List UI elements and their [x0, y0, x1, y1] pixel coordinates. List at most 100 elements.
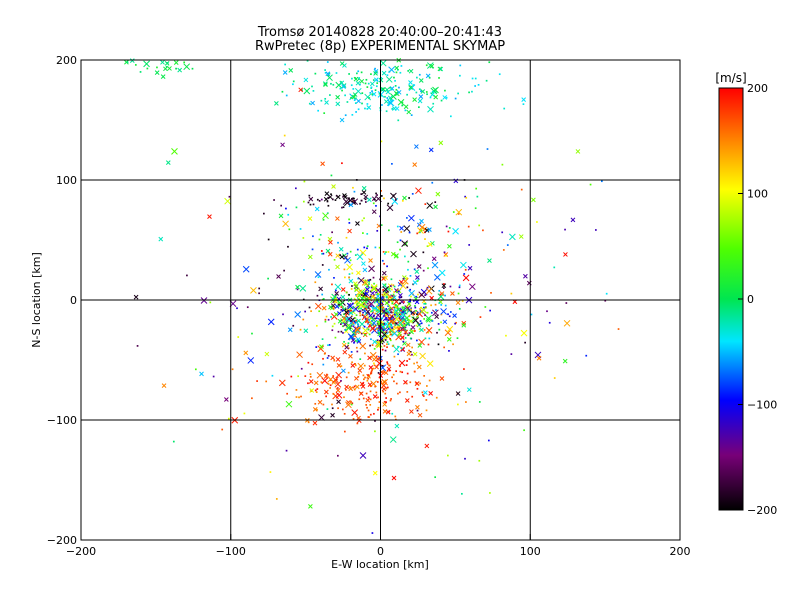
- scatter-point: [389, 99, 392, 102]
- scatter-point: [425, 64, 428, 67]
- scatter-point: [364, 198, 367, 201]
- scatter-point: [394, 415, 397, 418]
- scatter-point: [287, 327, 293, 333]
- scatter-point: [363, 334, 366, 336]
- scatter-point: [357, 78, 360, 81]
- scatter-point: [313, 380, 319, 386]
- scatter-point: [351, 272, 354, 275]
- scatter-point: [341, 206, 343, 209]
- scatter-point: [449, 115, 452, 118]
- scatter-point: [395, 382, 398, 385]
- scatter-point: [332, 297, 334, 300]
- scatter-point: [358, 288, 366, 296]
- scatter-point: [404, 332, 407, 335]
- scatter-point: [303, 269, 305, 271]
- scatter-point: [385, 312, 388, 315]
- scatter-point: [380, 327, 382, 330]
- scatter-point: [315, 346, 318, 348]
- scatter-point: [271, 374, 274, 377]
- scatter-point: [329, 379, 332, 382]
- scatter-point: [332, 393, 335, 395]
- scatter-point: [250, 287, 257, 294]
- colorbar-tick-label: −200: [747, 504, 777, 517]
- scatter-point: [341, 322, 344, 325]
- scatter-point: [328, 268, 330, 271]
- scatter-point: [415, 404, 420, 410]
- scatter-point: [453, 178, 459, 184]
- scatter-point: [446, 325, 454, 333]
- scatter-point: [375, 355, 378, 358]
- scatter-point: [303, 87, 311, 95]
- scatter-point: [388, 325, 391, 327]
- scatter-point: [384, 312, 387, 314]
- scatter-point: [424, 294, 427, 297]
- scatter-point: [423, 329, 426, 331]
- y-tick-label: 200: [56, 54, 77, 67]
- scatter-point: [344, 308, 347, 311]
- scatter-point: [307, 216, 313, 221]
- scatter-point: [363, 364, 366, 367]
- scatter-point: [383, 298, 385, 300]
- scatter-point: [364, 333, 367, 335]
- scatter-point: [349, 320, 352, 322]
- scatter-point: [347, 342, 350, 345]
- scatter-point: [369, 404, 372, 406]
- scatter-point: [407, 268, 409, 271]
- scatter-point: [322, 218, 325, 221]
- scatter-point: [344, 256, 351, 264]
- scatter-point: [367, 82, 370, 85]
- scatter-point: [393, 345, 400, 353]
- scatter-point: [340, 365, 343, 367]
- scatter-point: [318, 286, 323, 292]
- scatter-point: [357, 307, 360, 310]
- scatter-point: [506, 244, 509, 246]
- scatter-point: [354, 321, 356, 323]
- scatter-point: [362, 374, 365, 377]
- scatter-point: [353, 283, 359, 289]
- scatter-point: [381, 87, 384, 90]
- scatter-point: [351, 402, 354, 405]
- scatter-point: [416, 311, 419, 314]
- scatter-point: [604, 299, 607, 302]
- scatter-point: [348, 276, 350, 279]
- scatter-point: [335, 101, 341, 107]
- scatter-point: [292, 80, 295, 83]
- scatter-point: [357, 287, 360, 290]
- scatter-point: [304, 310, 307, 313]
- scatter-point: [341, 408, 344, 411]
- scatter-point: [410, 329, 413, 331]
- scatter-point: [407, 309, 409, 312]
- scatter-point: [143, 60, 150, 68]
- scatter-point: [430, 311, 433, 314]
- scatter-point: [282, 220, 289, 228]
- scatter-point: [334, 283, 342, 291]
- scatter-point: [458, 286, 461, 289]
- scatter-point: [347, 371, 350, 374]
- scatter-point: [401, 328, 404, 331]
- scatter-point: [521, 97, 527, 103]
- scatter-point: [369, 297, 372, 300]
- scatter-point: [431, 181, 434, 184]
- scatter-point: [339, 61, 345, 66]
- scatter-point: [314, 389, 317, 392]
- scatter-point: [431, 256, 437, 262]
- scatter-point: [411, 353, 413, 356]
- scatter-point: [370, 284, 378, 291]
- scatter-point: [523, 429, 525, 432]
- y-axis-ticks: −200 −100 0 100 200: [47, 54, 87, 547]
- scatter-point: [330, 303, 336, 308]
- scatter-point: [442, 319, 448, 325]
- scatter-point: [258, 292, 260, 295]
- scatter-point: [370, 290, 376, 296]
- scatter-point: [360, 199, 363, 202]
- scatter-point: [347, 347, 350, 350]
- scatter-point: [353, 388, 356, 391]
- scatter-point: [419, 218, 424, 224]
- scatter-point: [346, 309, 349, 311]
- scatter-point: [417, 343, 423, 348]
- scatter-point: [397, 392, 399, 395]
- scatter-point: [350, 288, 353, 290]
- scatter-point: [396, 326, 402, 332]
- scatter-point: [342, 322, 348, 327]
- scatter-point: [404, 109, 407, 112]
